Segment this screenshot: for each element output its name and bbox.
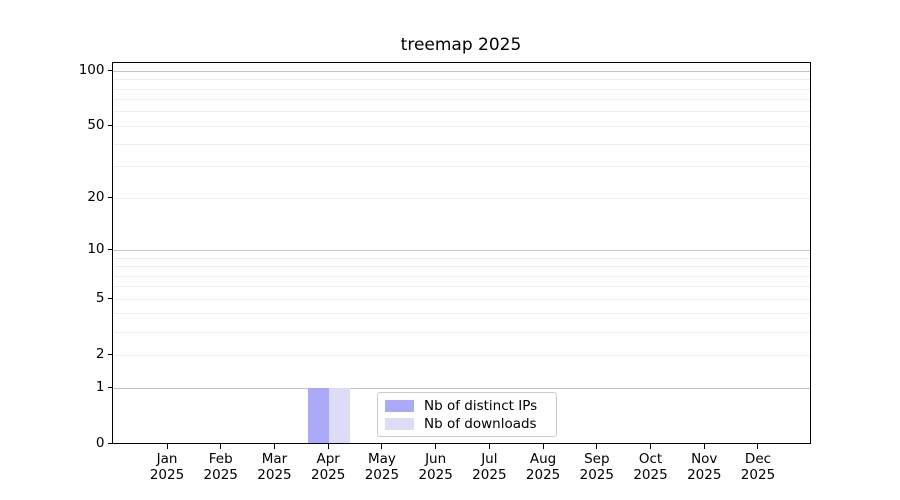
x-tick-year: 2025 (149, 466, 185, 483)
x-tick-label: Feb 2025 (189, 451, 253, 483)
x-tick-month: Dec (744, 450, 772, 467)
x-tick-mark (757, 443, 759, 449)
y-tick-label: 50 (87, 116, 105, 133)
x-tick-month: Feb (208, 450, 233, 467)
y-tick-mark (107, 249, 113, 251)
x-tick-year: 2025 (472, 466, 507, 483)
y-tick-mark (107, 443, 113, 444)
y-tick-mark (107, 354, 113, 356)
gridline-minor (113, 79, 810, 81)
x-tick-label: Oct 2025 (619, 451, 683, 483)
gridline-minor (113, 125, 810, 127)
x-tick-year: 2025 (579, 466, 614, 483)
y-tick-mark (107, 298, 113, 300)
y-tick-label: 2 (95, 345, 105, 362)
gridline-minor (113, 331, 810, 333)
gridline-minor (113, 166, 810, 168)
legend-row: Nb of downloads (385, 415, 548, 432)
x-tick-month: Nov (691, 450, 718, 467)
gridline-minor (113, 111, 810, 113)
x-tick-label: Jul 2025 (457, 451, 521, 483)
x-tick-mark (650, 443, 652, 449)
y-tick-label: 0 (95, 434, 105, 451)
x-tick-mark (381, 443, 383, 449)
x-tick-mark (542, 443, 544, 449)
y-tick-label: 5 (95, 289, 105, 306)
x-tick-mark (596, 443, 598, 449)
y-tick-mark (107, 70, 113, 72)
gridline-major (113, 249, 810, 251)
x-tick-year: 2025 (310, 466, 346, 483)
x-tick-month: Jun (425, 450, 447, 467)
y-tick-label: 10 (87, 240, 105, 257)
y-tick-label: 1 (95, 378, 105, 395)
x-tick-label: Aug 2025 (511, 451, 575, 483)
y-tick-mark (107, 125, 113, 127)
x-tick-year: 2025 (364, 466, 400, 483)
x-tick-label: Mar 2025 (242, 451, 306, 483)
x-tick-year: 2025 (257, 466, 292, 483)
x-tick-year: 2025 (633, 466, 668, 483)
legend-label: Nb of downloads (424, 415, 537, 432)
gridline-minor (113, 266, 810, 268)
x-tick-month: May (367, 450, 396, 467)
x-tick-year: 2025 (525, 466, 561, 483)
x-tick-mark (703, 443, 705, 449)
legend-swatch (385, 399, 414, 412)
gridline-minor (113, 197, 810, 199)
x-tick-mark (220, 443, 222, 449)
x-tick-month: Jul (481, 450, 498, 467)
gridline-minor (113, 143, 810, 145)
x-tick-year: 2025 (418, 466, 453, 483)
gridline-minor (113, 298, 810, 300)
x-tick-month: Oct (638, 450, 663, 467)
x-tick-month: Apr (316, 450, 340, 467)
plot-area (112, 62, 811, 444)
x-tick-label: Dec 2025 (726, 451, 790, 483)
bar-nb-of-downloads (328, 387, 350, 444)
x-tick-label: Nov 2025 (672, 451, 736, 483)
x-tick-label: Apr 2025 (296, 451, 360, 483)
x-tick-year: 2025 (740, 466, 776, 483)
gridline-minor (113, 257, 810, 259)
x-tick-mark (435, 443, 437, 449)
x-tick-month: Mar (261, 450, 288, 467)
y-tick-label: 100 (78, 61, 105, 78)
x-tick-mark (327, 443, 329, 449)
x-tick-mark (273, 443, 275, 449)
y-tick-label: 20 (87, 188, 105, 205)
x-tick-year: 2025 (203, 466, 238, 483)
x-tick-mark (488, 443, 490, 449)
chart-title: treemap 2025 (400, 35, 522, 55)
gridline-minor (113, 88, 810, 90)
x-tick-month: Aug (529, 450, 557, 467)
gridline-major (113, 387, 810, 389)
bar-nb-of-distinct-ips (307, 387, 329, 444)
gridline-minor (113, 313, 810, 315)
legend-row: Nb of distinct IPs (385, 397, 548, 414)
gridline-minor (113, 275, 810, 277)
gridline-minor (113, 286, 810, 288)
gridline-major (113, 70, 810, 72)
x-tick-label: Jan 2025 (135, 451, 199, 483)
x-tick-mark (166, 443, 168, 449)
legend-label: Nb of distinct IPs (424, 397, 538, 414)
gridline-minor (113, 354, 810, 356)
gridline-minor (113, 99, 810, 101)
y-tick-mark (107, 197, 113, 199)
x-tick-label: Sep 2025 (565, 451, 629, 483)
x-tick-year: 2025 (687, 466, 722, 483)
x-tick-month: Sep (584, 450, 610, 467)
x-tick-month: Jan (156, 450, 178, 467)
x-tick-label: May 2025 (350, 451, 414, 483)
y-tick-mark (107, 387, 113, 388)
x-tick-label: Jun 2025 (404, 451, 468, 483)
legend: Nb of distinct IPs Nb of downloads (377, 392, 557, 437)
legend-swatch (385, 417, 414, 430)
